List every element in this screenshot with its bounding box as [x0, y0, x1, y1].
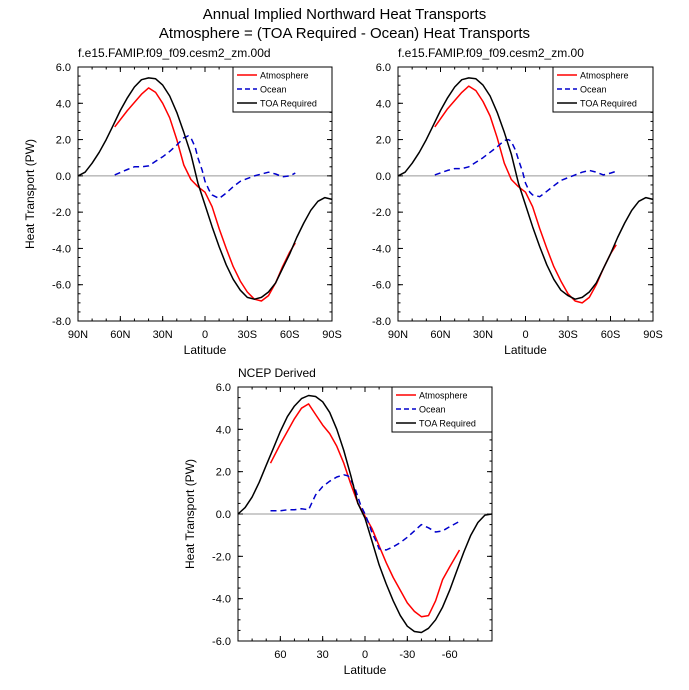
x-tick-label: -60 — [442, 649, 458, 661]
y-tick-label: -6.0 — [212, 636, 231, 648]
x-tick-label: 30N — [153, 329, 173, 341]
panel-title: f.e15.FAMIP.f09_f09.cesm2_zm.00 — [398, 46, 584, 60]
x-tick-label: 60S — [280, 329, 300, 341]
x-tick-label: 30 — [317, 649, 329, 661]
y-tick-label: -2.0 — [52, 207, 71, 219]
series-line-atmosphere — [269, 403, 461, 618]
y-tick-label: 2.0 — [376, 135, 391, 147]
y-tick-label: -6.0 — [372, 280, 391, 292]
x-tick-label: 0 — [362, 649, 368, 661]
legend-label: Atmosphere — [419, 391, 468, 401]
series-line-ocean — [270, 474, 460, 551]
x-tick-label: 30S — [238, 329, 258, 341]
series-line-toa-required — [237, 394, 493, 634]
y-tick-label: 4.0 — [216, 424, 231, 436]
y-tick-label: 6.0 — [376, 62, 391, 74]
y-tick-label: 2.0 — [56, 135, 71, 147]
y-tick-label: 2.0 — [216, 467, 231, 479]
y-tick-label: -6.0 — [52, 280, 71, 292]
x-tick-label: 90N — [68, 329, 88, 341]
y-tick-label: -4.0 — [212, 594, 231, 606]
panel-2 — [397, 66, 654, 322]
y-tick-label: -2.0 — [212, 551, 231, 563]
series-line-toa-required — [77, 77, 333, 300]
y-tick-label: 6.0 — [56, 62, 71, 74]
x-axis-title: Latitude — [504, 343, 547, 357]
x-tick-label: 30S — [558, 329, 578, 341]
panel-3 — [237, 386, 493, 642]
y-axis-title: Heat Transport (PW) — [23, 139, 37, 249]
y-tick-label: -8.0 — [52, 316, 71, 328]
x-tick-label: 60N — [430, 329, 450, 341]
legend-label: TOA Required — [260, 99, 317, 109]
series-line-atmosphere — [114, 87, 296, 302]
series-line-ocean — [434, 138, 617, 198]
legend-label: TOA Required — [580, 99, 637, 109]
x-tick-label: 30N — [473, 329, 493, 341]
y-tick-label: -2.0 — [372, 207, 391, 219]
x-axis-title: Latitude — [184, 343, 227, 357]
x-tick-label: -30 — [399, 649, 415, 661]
figure-title-line2: Atmosphere = (TOA Required - Ocean) Heat… — [158, 25, 531, 42]
x-tick-label: 60 — [274, 649, 286, 661]
y-tick-label: 4.0 — [56, 98, 71, 110]
x-tick-label: 60N — [110, 329, 130, 341]
y-tick-label: 0.0 — [216, 509, 231, 521]
legend-label: Ocean — [419, 405, 446, 415]
x-tick-label: 60S — [601, 329, 621, 341]
legend-label: Ocean — [580, 85, 607, 95]
y-tick-label: 0.0 — [56, 171, 71, 183]
y-tick-label: 6.0 — [216, 382, 231, 394]
x-tick-label: 90N — [388, 329, 408, 341]
legend-label: Atmosphere — [580, 71, 629, 81]
x-axis-title: Latitude — [344, 663, 387, 677]
legend-label: TOA Required — [419, 419, 476, 429]
panel-1 — [77, 66, 333, 322]
y-tick-label: -4.0 — [52, 243, 71, 255]
panel-title: f.e15.FAMIP.f09_f09.cesm2_zm.00d — [78, 46, 271, 60]
series-line-atmosphere — [434, 85, 617, 304]
y-tick-label: -4.0 — [372, 243, 391, 255]
legend-label: Atmosphere — [260, 71, 309, 81]
y-tick-label: -8.0 — [372, 316, 391, 328]
panel-title: NCEP Derived — [238, 366, 316, 380]
x-tick-label: 0 — [522, 329, 528, 341]
x-tick-label: 0 — [202, 329, 208, 341]
y-axis-title: Heat Transport (PW) — [183, 459, 197, 569]
figure-title-line1: Annual Implied Northward Heat Transports — [202, 6, 487, 23]
series-line-toa-required — [397, 77, 654, 300]
legend-label: Ocean — [260, 85, 287, 95]
x-tick-label: 90S — [643, 329, 663, 341]
y-tick-label: 0.0 — [376, 171, 391, 183]
y-tick-label: 4.0 — [376, 98, 391, 110]
x-tick-label: 90S — [322, 329, 342, 341]
series-line-ocean — [114, 135, 296, 200]
